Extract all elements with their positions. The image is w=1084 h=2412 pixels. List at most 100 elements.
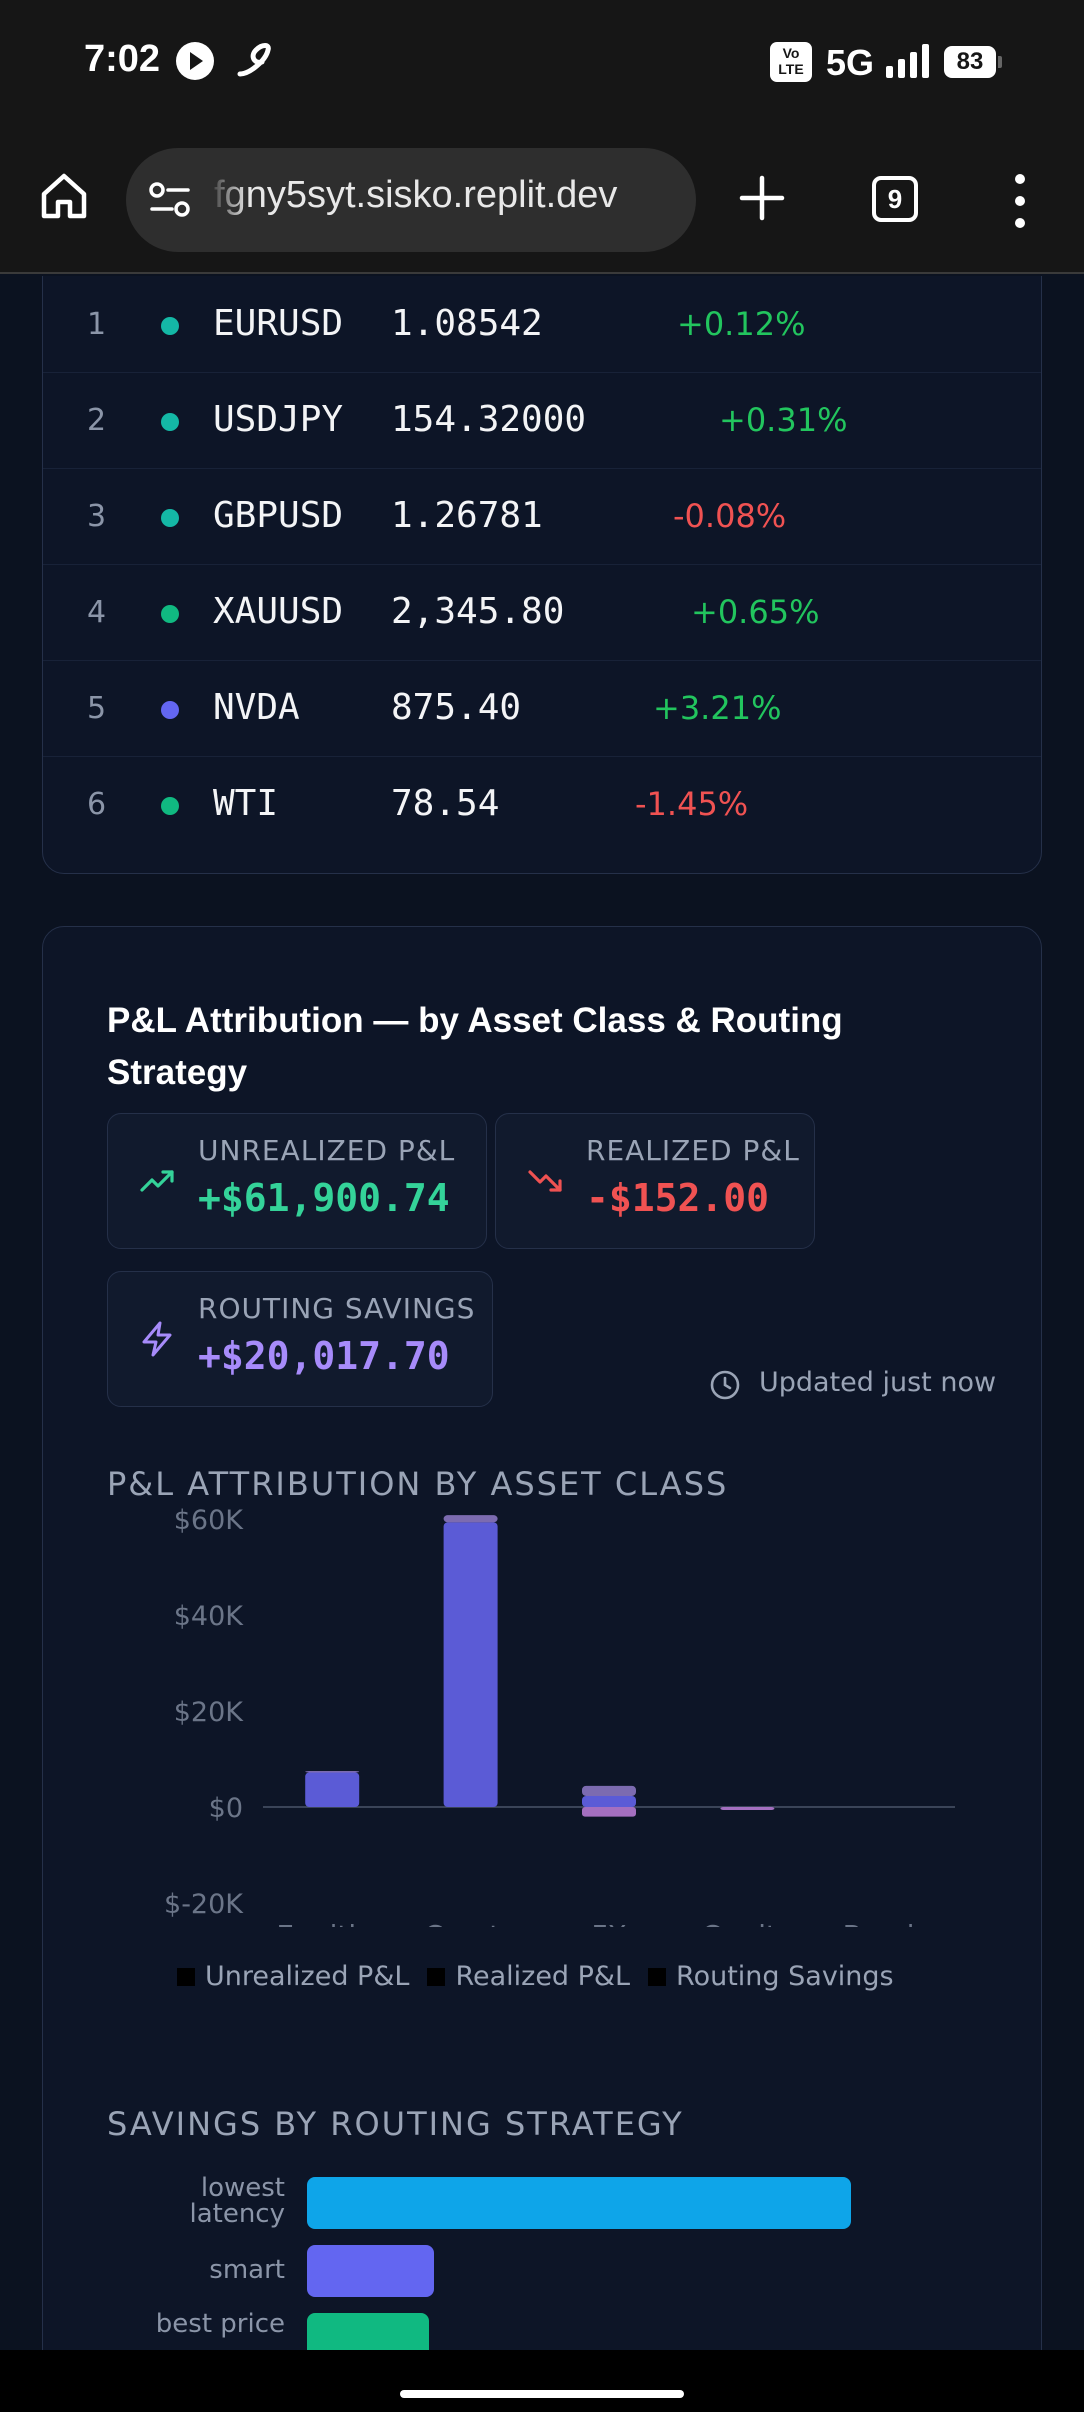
bar-routing-savings-segment <box>443 1515 498 1523</box>
legend-swatch <box>177 1968 195 1986</box>
site-settings-icon[interactable] <box>148 180 192 220</box>
row-price: 1.26781 <box>391 495 543 536</box>
row-rank: 4 <box>87 595 107 630</box>
bar-routing-savings-segment <box>582 1785 636 1796</box>
row-symbol: USDJPY <box>213 399 344 440</box>
row-change: -1.45% <box>635 785 749 823</box>
watchlist-row[interactable]: 4 XAUUSD 2,345.80 +0.65% <box>43 565 1041 661</box>
routing-savings-value: +$20,017.70 <box>198 1334 450 1378</box>
row-rank: 3 <box>87 499 107 534</box>
realized-pnl-value: -$152.00 <box>586 1176 770 1220</box>
browser-toolbar: fgny5syt.sisko.replit.dev 9 <box>0 130 1084 274</box>
row-price: 2,345.80 <box>391 591 565 632</box>
pnl-attribution-card: P&L Attribution — by Asset Class & Routi… <box>42 926 1042 2350</box>
app-notification-icon <box>237 43 271 77</box>
y-tick-label: $20K <box>174 1697 245 1728</box>
address-bar[interactable]: fgny5syt.sisko.replit.dev <box>126 148 696 252</box>
watchlist-row[interactable]: 6 WTI 78.54 -1.45% <box>43 757 1041 853</box>
legend-label: Realized P&L <box>455 1961 631 1992</box>
watchlist-row[interactable]: 3 GBPUSD 1.26781 -0.08% <box>43 469 1041 565</box>
legend-item[interactable]: Unrealized P&L <box>177 1961 409 1992</box>
realized-pnl-label: REALIZED P&L <box>586 1134 800 1167</box>
url-text[interactable]: fgny5syt.sisko.replit.dev <box>214 174 618 216</box>
bar-unrealized-p-l-segment <box>305 1772 360 1807</box>
row-price: 1.08542 <box>391 303 543 344</box>
legend-swatch <box>427 1968 446 1986</box>
routing-strategy-label: smart <box>209 2255 285 2285</box>
legend-item[interactable]: Realized P&L <box>427 1961 630 1992</box>
volte-icon: Vo LTE <box>770 42 812 82</box>
legend-label: Unrealized P&L <box>205 1961 410 1992</box>
new-tab-icon[interactable] <box>736 172 788 224</box>
unrealized-pnl-kpi: UNREALIZED P&L +$61,900.74 <box>107 1113 487 1249</box>
home-icon[interactable] <box>38 170 90 222</box>
routing-savings-bar[interactable] <box>307 2313 430 2350</box>
url-fade <box>208 148 248 252</box>
row-change: +3.21% <box>653 689 782 727</box>
unrealized-pnl-label: UNREALIZED P&L <box>198 1134 456 1167</box>
bar-unrealized-p-l-segment <box>443 1522 498 1807</box>
x-tick-label: Cmdty <box>701 1919 793 1927</box>
x-tick-label: Equities <box>276 1919 388 1927</box>
lightning-icon <box>142 1321 172 1357</box>
bar-unrealized-p-l-segment <box>582 1795 636 1807</box>
x-tick-label: FX <box>591 1919 626 1927</box>
y-tick-label: $-20K <box>164 1889 244 1920</box>
row-symbol: EURUSD <box>213 303 344 344</box>
row-rank: 1 <box>87 307 107 342</box>
tab-switcher-button[interactable]: 9 <box>872 176 918 222</box>
status-bar: 7:02 Vo LTE 5G 83 <box>0 0 1084 130</box>
row-rank: 5 <box>87 691 107 726</box>
routing-strategy-label: lowest latency <box>189 2173 285 2229</box>
watchlist-row[interactable]: 5 NVDA 875.40 +3.21% <box>43 661 1041 757</box>
watchlist-row[interactable]: 2 USDJPY 154.32000 +0.31% <box>43 373 1041 469</box>
row-price: 78.54 <box>391 783 500 824</box>
legend-swatch <box>648 1968 667 1986</box>
routing-savings-bar[interactable] <box>307 2177 851 2229</box>
realized-pnl-kpi: REALIZED P&L -$152.00 <box>495 1113 815 1249</box>
status-dot <box>161 797 179 815</box>
status-dot <box>161 701 179 719</box>
row-rank: 2 <box>87 403 107 438</box>
media-play-icon <box>176 42 214 80</box>
routing-savings-bar[interactable] <box>307 2245 434 2297</box>
routing-savings-kpi: ROUTING SAVINGS +$20,017.70 <box>107 1271 493 1407</box>
watchlist-row[interactable]: 1 EURUSD 1.08542 +0.12% <box>43 277 1041 373</box>
more-menu-icon[interactable] <box>1004 174 1036 228</box>
row-change: +0.12% <box>677 305 806 343</box>
row-symbol: XAUUSD <box>213 591 344 632</box>
unrealized-pnl-value: +$61,900.74 <box>198 1176 450 1220</box>
row-change: +0.65% <box>691 593 820 631</box>
row-price: 875.40 <box>391 687 522 728</box>
network-type: 5G <box>826 42 875 83</box>
row-symbol: GBPUSD <box>213 495 344 536</box>
battery-icon: 83 <box>944 46 1002 78</box>
updated-timestamp: Updated just now <box>759 1367 997 1398</box>
signal-icon <box>886 44 929 78</box>
status-dot <box>161 605 179 623</box>
y-tick-label: $0 <box>209 1793 243 1824</box>
bar-negative-segment <box>582 1807 636 1817</box>
status-dot <box>161 317 179 335</box>
status-dot <box>161 413 179 431</box>
watchlist-card: 1 EURUSD 1.08542 +0.12% 2 USDJPY 154.32000 +0.3… <box>42 276 1042 874</box>
row-change: -0.08% <box>673 497 787 535</box>
gesture-home-bar[interactable] <box>0 2350 1084 2412</box>
trending-up-icon <box>140 1170 174 1192</box>
asset-class-section-title: P&L ATTRIBUTION BY ASSET CLASS <box>107 1465 729 1503</box>
y-tick-label: $40K <box>174 1601 245 1632</box>
clock-icon <box>710 1370 740 1400</box>
x-tick-label: Crypto <box>424 1919 518 1927</box>
status-dot <box>161 509 179 527</box>
asset-class-bar-chart: $60K $40K $20K $0 $-20K Equities Crypto FX Cmdty… <box>164 1505 955 1927</box>
row-rank: 6 <box>87 787 107 822</box>
routing-section-title: SAVINGS BY ROUTING STRATEGY <box>107 2105 684 2143</box>
row-symbol: WTI <box>213 783 279 824</box>
chart-legend: Unrealized P&L Realized P&L Routing Saving… <box>177 1961 912 1992</box>
row-symbol: NVDA <box>213 687 300 728</box>
bar-negative-segment <box>720 1807 775 1810</box>
routing-savings-label: ROUTING SAVINGS <box>198 1292 476 1325</box>
routing-strategy-label: best price <box>155 2309 285 2339</box>
legend-item[interactable]: Routing Savings <box>648 1961 894 1992</box>
y-tick-label: $60K <box>174 1505 245 1536</box>
